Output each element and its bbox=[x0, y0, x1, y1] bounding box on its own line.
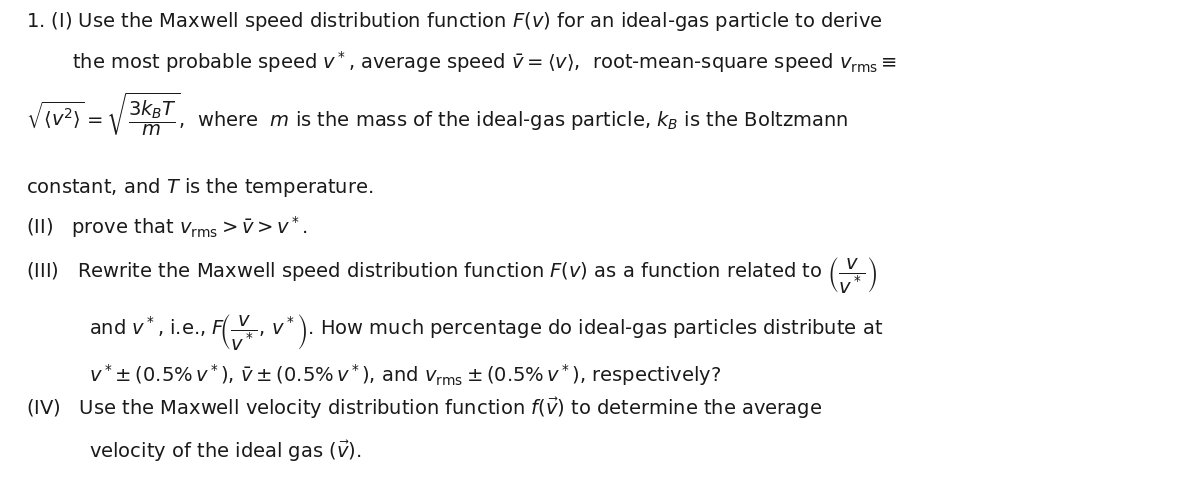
Text: velocity of the ideal gas $(\vec{v})$.: velocity of the ideal gas $(\vec{v})$. bbox=[89, 439, 361, 464]
Text: the most probable speed $v^*$, average speed $\bar{v} = \langle v \rangle$,  roo: the most probable speed $v^*$, average s… bbox=[72, 49, 898, 75]
Text: constant, and $T$ is the temperature.: constant, and $T$ is the temperature. bbox=[26, 176, 373, 199]
Text: (II)   prove that $v_\mathrm{rms} > \bar{v} > v^*$.: (II) prove that $v_\mathrm{rms} > \bar{v… bbox=[26, 214, 308, 240]
Text: and $v^*$, i.e., $F\!\left(\dfrac{v}{v^*},\, v^*\right)$. How much percentage do: and $v^*$, i.e., $F\!\left(\dfrac{v}{v^*… bbox=[89, 312, 883, 352]
Text: (IV)   Use the Maxwell velocity distribution function $f(\vec{v})$ to determine : (IV) Use the Maxwell velocity distributi… bbox=[26, 396, 823, 421]
Text: (III)   Rewrite the Maxwell speed distribution function $F(v)$ as a function rel: (III) Rewrite the Maxwell speed distribu… bbox=[26, 255, 877, 295]
Text: 1. (I) Use the Maxwell speed distribution function $F(v)$ for an ideal-gas parti: 1. (I) Use the Maxwell speed distributio… bbox=[26, 10, 883, 32]
Text: $\sqrt{\langle v^2 \rangle} = \sqrt{\dfrac{3k_BT}{m}}$,  where  $m$ is the mass : $\sqrt{\langle v^2 \rangle} = \sqrt{\dfr… bbox=[26, 91, 848, 139]
Text: $v^*\!\pm(0.5\%\, v^*)$, $\bar{v}\pm(0.5\%\, v^*)$, and $v_\mathrm{rms}\pm(0.5\%: $v^*\!\pm(0.5\%\, v^*)$, $\bar{v}\pm(0.5… bbox=[89, 362, 721, 388]
